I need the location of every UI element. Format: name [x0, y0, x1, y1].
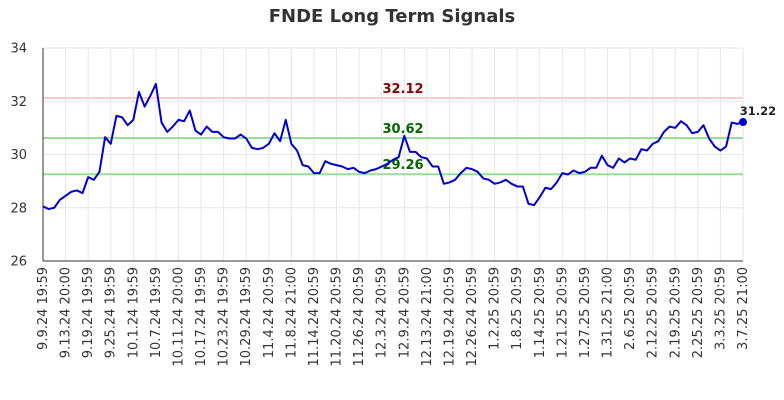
- x-tick-label: 10.17.24 19:59: [194, 267, 209, 367]
- x-tick-label: 1.31.25 21:00: [601, 267, 616, 358]
- x-tick-label: 3.3.25 20:59: [713, 267, 728, 350]
- x-tick-label: 1.8.25 20:59: [510, 267, 525, 350]
- y-tick-label: 30: [10, 148, 27, 163]
- x-tick-label: 9.9.24 19:59: [36, 267, 51, 350]
- x-tick-label: 1.2.25 20:59: [488, 267, 503, 350]
- reference-line-label: 30.62: [382, 122, 423, 137]
- x-tick-label: 2.12.25 20:59: [646, 267, 661, 358]
- reference-line-label: 32.12: [382, 82, 423, 97]
- x-tick-label: 1.14.25 20:59: [533, 267, 548, 358]
- x-tick-label: 11.26.24 20:59: [352, 267, 367, 367]
- grid-layer: [42, 47, 744, 262]
- x-tick-label: 10.29.24 19:59: [239, 267, 254, 367]
- x-tick-label: 9.13.24 20:00: [59, 267, 74, 358]
- x-tick-label: 10.11.24 20:00: [171, 267, 186, 367]
- axis-layer: 26 28 30 32 34 9.9.24 19:59 9.13.24 20:00 9.19.…: [10, 42, 751, 367]
- x-tick-label: 2.19.25 20:59: [668, 267, 683, 358]
- reference-line-label: 29.26: [382, 158, 423, 173]
- y-tick-label: 26: [10, 255, 27, 270]
- x-tick-label: 12.3.24 20:59: [375, 267, 390, 358]
- y-tick-label: 34: [10, 42, 27, 57]
- x-tick-label: 10.1.24 19:59: [126, 267, 141, 358]
- chart-title: FNDE Long Term Signals: [268, 6, 516, 27]
- y-tick-label: 28: [10, 201, 27, 216]
- x-tick-label: 12.9.24 20:59: [397, 267, 412, 358]
- reference-lines: 32.12 30.62 29.26: [43, 82, 743, 176]
- x-tick-label: 11.4.24 20:59: [262, 267, 277, 358]
- x-tick-label: 11.20.24 20:59: [330, 267, 345, 367]
- x-tick-label: 1.21.25 20:59: [555, 267, 570, 358]
- x-tick-label: 11.14.24 20:59: [307, 267, 322, 367]
- x-tick-label: 2.6.25 20:59: [623, 267, 638, 350]
- x-tick-label: 12.19.24 20:59: [442, 267, 457, 367]
- x-tick-label: 1.27.25 20:59: [578, 267, 593, 358]
- series-line: [42, 82, 744, 211]
- x-tick-label: 10.23.24 19:59: [217, 267, 232, 367]
- x-tick-label: 12.26.24 20:59: [465, 267, 480, 367]
- last-value-label: 31.22: [740, 104, 776, 118]
- x-tick-label: 9.25.24 19:59: [104, 267, 119, 358]
- series-layer: 31.22: [42, 82, 776, 211]
- x-tick-label: 11.8.24 21:00: [284, 267, 299, 358]
- x-tick-label: 9.19.24 19:59: [81, 267, 96, 358]
- last-point-marker: [739, 118, 747, 127]
- x-tick-label: 2.25.25 20:59: [691, 267, 706, 358]
- x-tick-label: 10.7.24 19:59: [149, 267, 164, 358]
- x-tick-label: 3.7.25 21:00: [736, 267, 751, 350]
- y-tick-label: 32: [10, 95, 27, 110]
- x-tick-label: 12.13.24 21:00: [420, 267, 435, 367]
